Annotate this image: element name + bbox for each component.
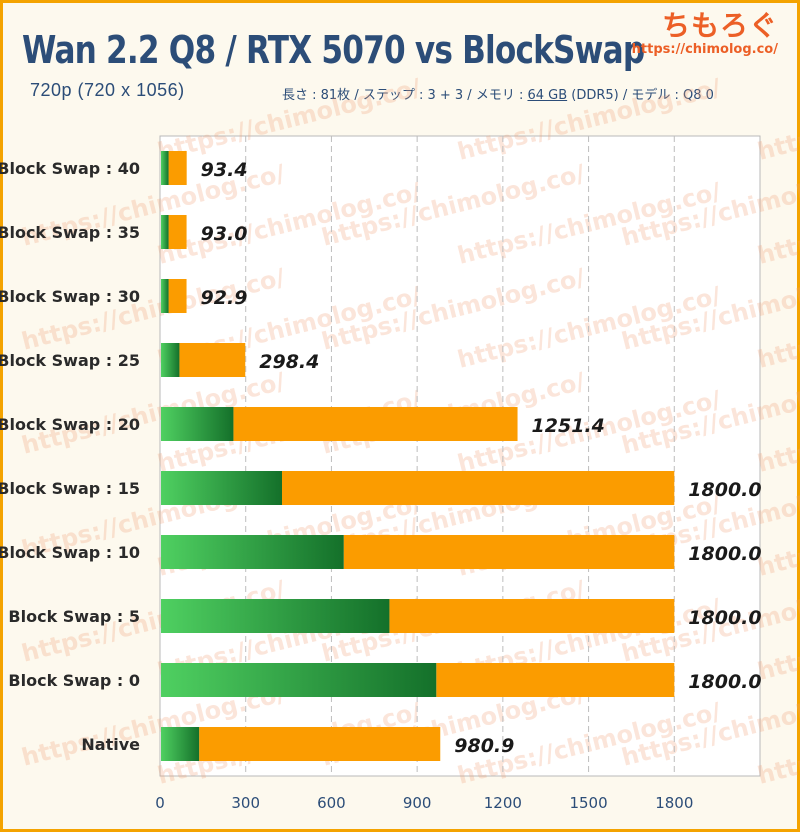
- bar-segment-green: [161, 663, 437, 697]
- x-tick-label: 1500: [569, 794, 607, 812]
- category-label: Block Swap : 10: [0, 543, 140, 562]
- test-specs: 長さ : 81枚 / ステップ : 3 + 3 / メモリ : 64 GB (D…: [282, 84, 714, 103]
- bar-segment-orange: [179, 343, 246, 377]
- category-label: Block Swap : 40: [0, 159, 140, 178]
- bar-segment-orange: [282, 471, 675, 505]
- category-label: Block Swap : 15: [0, 479, 140, 498]
- data-label: 92.9: [201, 287, 248, 309]
- specs-suffix: (DDR5) / モデル : Q8 0: [567, 88, 714, 103]
- bars: [161, 151, 675, 761]
- x-tick-label: 600: [317, 794, 346, 812]
- bar-segment-orange: [168, 279, 187, 313]
- bar-segment-green: [161, 215, 169, 249]
- x-tick-label: 0: [155, 794, 165, 812]
- data-label: 1800.0: [688, 543, 761, 565]
- bar-segment-orange: [233, 407, 518, 441]
- data-label: 298.4: [259, 351, 319, 373]
- brand-name: ちもろぐ: [661, 9, 778, 42]
- bar-segment-orange: [168, 151, 187, 185]
- chart-title: Wan 2.2 Q8 / RTX 5070 vs BlockSwap: [22, 28, 645, 72]
- bar-segment-orange: [199, 727, 441, 761]
- x-tick-label: 1800: [655, 794, 693, 812]
- data-label: 980.9: [454, 735, 514, 757]
- category-label: Block Swap : 0: [8, 671, 140, 690]
- bar-segment-green: [161, 407, 234, 441]
- bar-segment-orange: [343, 535, 675, 569]
- bar-segment-green: [161, 279, 169, 313]
- x-tick-label: 1200: [484, 794, 522, 812]
- watermark-text: https://chimolog.co/: [755, 73, 800, 166]
- data-label: 1251.4: [532, 415, 605, 437]
- data-label: 93.0: [201, 223, 248, 245]
- category-label: Native: [81, 735, 140, 754]
- bar-segment-orange: [168, 215, 187, 249]
- x-tick-label: 300: [231, 794, 260, 812]
- x-tick-label: 900: [403, 794, 432, 812]
- specs-prefix: 長さ : 81枚 / ステップ : 3 + 3 / メモリ :: [282, 88, 528, 103]
- bar-segment-orange: [389, 599, 675, 633]
- data-label: 1800.0: [688, 607, 761, 629]
- bar-segment-green: [161, 151, 169, 185]
- bar-segment-green: [161, 727, 200, 761]
- chart-subtitle: 720p (720 x 1056): [30, 80, 185, 100]
- bar-segment-green: [161, 599, 390, 633]
- brand-logo: ちもろぐ https://chimolog.co/: [632, 4, 778, 57]
- specs-memory: 64 GB: [527, 88, 568, 103]
- brand-url: https://chimolog.co/: [631, 42, 778, 57]
- category-label: Block Swap : 30: [0, 287, 140, 306]
- bar-segment-green: [161, 343, 180, 377]
- data-label: 1800.0: [688, 671, 761, 693]
- category-label: Block Swap : 25: [0, 351, 140, 370]
- category-label: Block Swap : 5: [8, 607, 140, 626]
- category-label: Block Swap : 20: [0, 415, 140, 434]
- bar-segment-green: [161, 471, 282, 505]
- labels: 0 300 600 900 1200 1500 1800 Block Swap : 40 93.…: [0, 159, 762, 812]
- category-label: Block Swap : 35: [0, 223, 140, 242]
- bar-segment-green: [161, 535, 344, 569]
- data-label: 1800.0: [688, 479, 761, 501]
- bar-segment-orange: [436, 663, 675, 697]
- data-label: 93.4: [201, 159, 248, 181]
